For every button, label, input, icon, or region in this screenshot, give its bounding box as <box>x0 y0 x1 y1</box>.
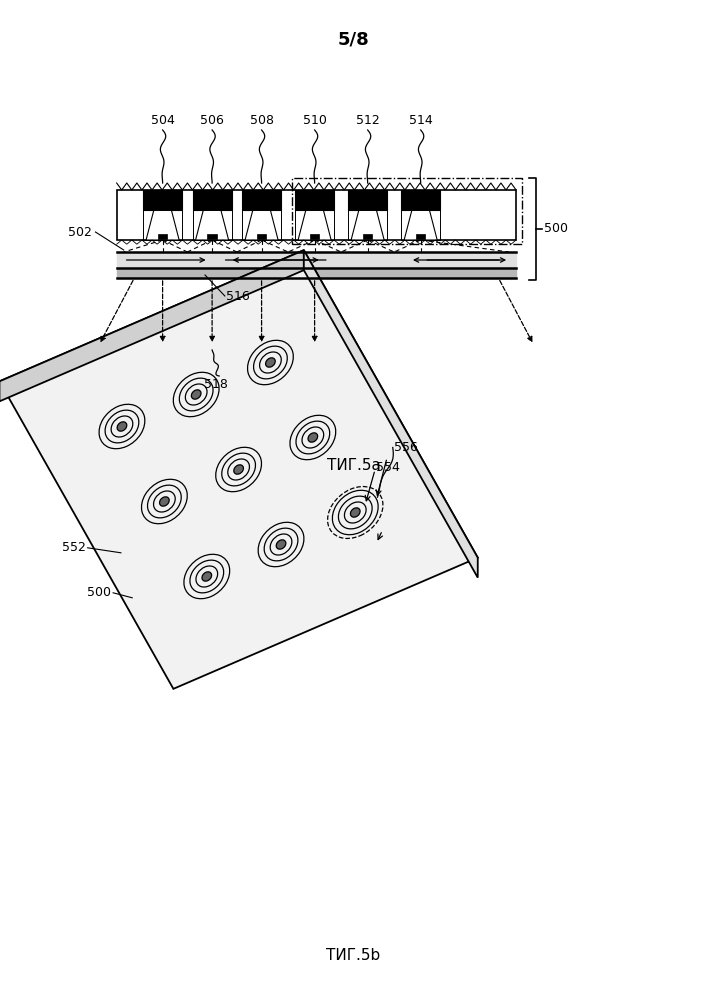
Text: 500: 500 <box>544 223 568 235</box>
Ellipse shape <box>234 465 243 474</box>
Text: 508: 508 <box>250 114 274 127</box>
Ellipse shape <box>202 572 211 581</box>
Polygon shape <box>146 210 179 240</box>
Polygon shape <box>402 190 440 210</box>
Polygon shape <box>207 234 217 239</box>
Polygon shape <box>348 190 387 210</box>
Polygon shape <box>310 234 320 239</box>
Polygon shape <box>416 234 426 239</box>
Text: 506: 506 <box>200 114 224 127</box>
Polygon shape <box>363 234 373 239</box>
Ellipse shape <box>192 390 201 399</box>
Text: 5/8: 5/8 <box>338 31 369 49</box>
Text: 554: 554 <box>376 461 400 474</box>
Polygon shape <box>404 210 437 240</box>
Polygon shape <box>257 234 267 239</box>
Ellipse shape <box>276 540 286 549</box>
Polygon shape <box>158 234 168 239</box>
Text: 518: 518 <box>204 378 228 391</box>
Text: 516: 516 <box>226 290 250 302</box>
Text: 552: 552 <box>62 541 86 554</box>
Polygon shape <box>144 190 182 210</box>
Ellipse shape <box>117 422 127 431</box>
Text: 504: 504 <box>151 114 175 127</box>
Polygon shape <box>304 250 478 578</box>
Polygon shape <box>0 250 304 401</box>
Polygon shape <box>351 210 384 240</box>
Text: 500: 500 <box>87 586 111 599</box>
Text: 512: 512 <box>356 114 380 127</box>
Text: 502: 502 <box>68 226 92 238</box>
Polygon shape <box>242 190 281 210</box>
Ellipse shape <box>160 497 169 506</box>
Polygon shape <box>0 250 478 689</box>
Ellipse shape <box>351 508 360 517</box>
Polygon shape <box>245 210 278 240</box>
Text: ΤИГ.5b: ΤИГ.5b <box>327 948 380 962</box>
Ellipse shape <box>308 433 317 442</box>
Polygon shape <box>196 210 228 240</box>
Text: 514: 514 <box>409 114 433 127</box>
Polygon shape <box>296 190 334 210</box>
Text: 556: 556 <box>395 441 418 454</box>
Text: 510: 510 <box>303 114 327 127</box>
Polygon shape <box>298 210 331 240</box>
Polygon shape <box>192 190 232 210</box>
Ellipse shape <box>266 358 275 367</box>
Text: ΤИГ.5a: ΤИГ.5a <box>327 458 380 473</box>
Polygon shape <box>117 190 516 240</box>
